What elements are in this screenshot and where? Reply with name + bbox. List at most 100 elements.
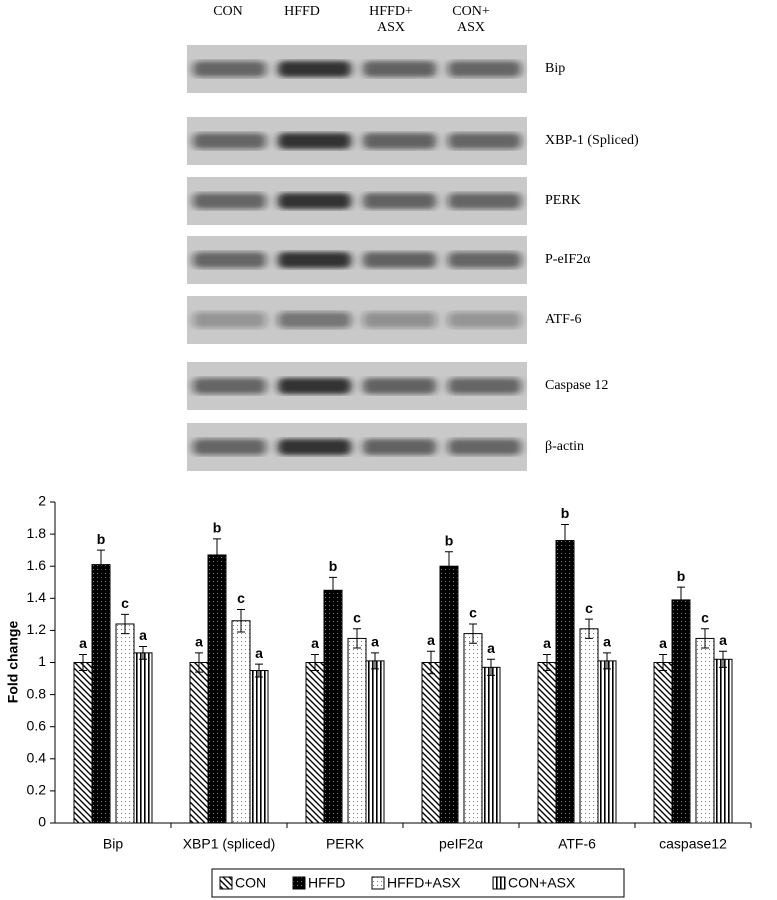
protein-label: XBP-1 (Spliced) — [545, 133, 639, 148]
error-bar — [139, 645, 147, 660]
lane-label: CON — [213, 4, 243, 19]
error-bar — [561, 523, 569, 558]
bar — [481, 666, 501, 824]
significance-letter: c — [353, 609, 361, 625]
blot-band — [278, 312, 351, 328]
legend-label: CON+ASX — [508, 875, 576, 891]
bar — [713, 658, 733, 824]
blot-bands — [193, 378, 521, 394]
significance-letter: a — [255, 645, 263, 661]
significance-letter: b — [561, 505, 570, 521]
blot-band — [193, 312, 266, 328]
blot-band — [448, 193, 521, 209]
legend-swatch — [292, 876, 306, 890]
significance-letter: b — [213, 520, 222, 536]
significance-letter: a — [195, 634, 203, 650]
blot-band — [363, 378, 436, 394]
error-bar — [543, 653, 551, 672]
error-bar — [701, 628, 709, 649]
blot-band — [278, 439, 351, 455]
y-tick-label: 1.4 — [27, 589, 47, 605]
error-bar — [469, 623, 477, 644]
bar — [91, 564, 111, 824]
significance-letter: a — [139, 627, 147, 643]
significance-letter: a — [79, 635, 87, 651]
legend-swatch — [492, 876, 506, 890]
y-tick-label: 1.8 — [27, 525, 47, 541]
bar — [73, 662, 93, 824]
blot-band — [193, 439, 266, 455]
error-bar — [311, 653, 319, 672]
x-tick-label: peIF2α — [439, 836, 483, 852]
protein-label: ATF-6 — [545, 312, 582, 327]
bar — [463, 633, 483, 824]
lane-label: CON+ — [452, 4, 490, 19]
error-bar — [371, 652, 379, 670]
legend-label: CON — [235, 875, 266, 891]
bar — [421, 662, 441, 824]
significance-letter: a — [603, 634, 611, 650]
blot-band — [448, 61, 521, 77]
blot-bands — [193, 252, 521, 268]
error-bar — [719, 650, 727, 668]
bar — [189, 662, 209, 824]
error-bar — [677, 586, 685, 614]
y-tick-label: 0.2 — [27, 782, 47, 798]
protein-label: β-actin — [545, 439, 584, 454]
error-bar — [659, 653, 667, 672]
blot-band — [193, 61, 266, 77]
bar — [439, 565, 459, 824]
blot-band — [363, 439, 436, 455]
bar — [323, 589, 343, 824]
bar — [231, 620, 251, 824]
blot-band — [278, 252, 351, 268]
blot-band — [193, 378, 266, 394]
error-bar — [585, 618, 593, 639]
blot-band — [278, 133, 351, 149]
significance-letter: b — [97, 531, 106, 547]
significance-letter: b — [329, 558, 338, 574]
legend-label: HFFD+ASX — [387, 875, 461, 891]
blot-band — [363, 252, 436, 268]
error-bar — [427, 650, 435, 675]
significance-letter: a — [371, 634, 379, 650]
blot-bands — [193, 133, 521, 149]
significance-letter: a — [487, 640, 495, 656]
bar — [597, 660, 617, 824]
blot-band — [363, 61, 436, 77]
error-bar — [237, 609, 245, 633]
error-bar — [97, 549, 105, 580]
y-tick-label: 0.8 — [27, 685, 47, 701]
lane-label: ASX — [457, 20, 485, 35]
protein-label: P-eIF2α — [545, 252, 591, 267]
bar — [115, 623, 135, 824]
y-tick-label: 2 — [38, 493, 46, 509]
blot-band — [448, 252, 521, 268]
y-tick-label: 0.4 — [27, 750, 47, 766]
blot-band — [193, 133, 266, 149]
y-tick-label: 1.6 — [27, 557, 47, 573]
significance-letter: b — [445, 532, 454, 548]
blot-bands — [193, 439, 521, 455]
y-axis-label: Fold change — [5, 621, 21, 704]
blot-band — [193, 252, 266, 268]
blot-bands — [193, 61, 521, 77]
legend-box — [211, 868, 625, 898]
significance-letter: c — [701, 609, 709, 625]
legend-swatch — [371, 876, 385, 890]
bar — [579, 628, 599, 824]
legend-swatch — [219, 876, 233, 890]
significance-letter: a — [659, 635, 667, 651]
error-bar — [121, 613, 129, 635]
y-tick-label: 0 — [38, 814, 46, 830]
y-tick-label: 1.2 — [27, 621, 47, 637]
protein-label: Caspase 12 — [545, 378, 608, 393]
bar — [249, 670, 269, 824]
significance-letter: a — [427, 632, 435, 648]
significance-letter: a — [543, 635, 551, 651]
lane-label: HFFD — [284, 4, 320, 19]
blot-band — [363, 312, 436, 328]
significance-letter: c — [121, 595, 129, 611]
blot-band — [448, 439, 521, 455]
x-tick-label: XBP1 (spliced) — [183, 836, 276, 852]
